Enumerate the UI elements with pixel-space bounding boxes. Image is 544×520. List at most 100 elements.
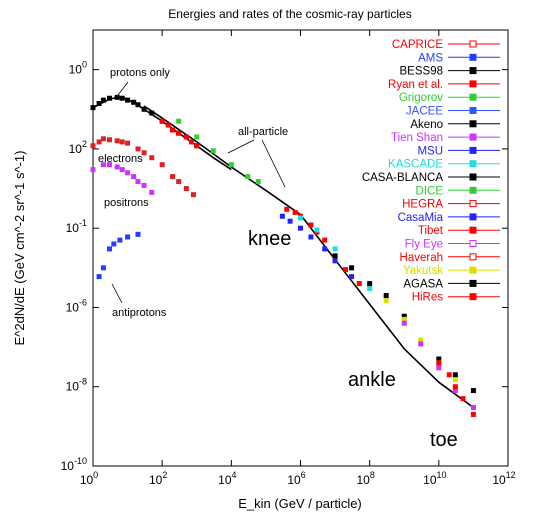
data-point-3-6	[131, 174, 137, 180]
data-point-2-6	[125, 140, 131, 146]
data-point-3-9	[149, 189, 155, 195]
y-tick-label-0: 10-10	[61, 456, 87, 473]
data-point-6-0	[159, 118, 165, 124]
series-layer	[90, 94, 476, 417]
legend-marker-17	[469, 266, 477, 274]
data-point-3-1	[100, 162, 106, 168]
legend-marker-0	[469, 40, 477, 48]
data-point-4-5	[125, 234, 131, 240]
data-point-10-2	[332, 246, 338, 252]
data-point-5-3	[107, 95, 113, 101]
annotation-electrons: electrons	[98, 153, 143, 165]
legend-marker-9	[469, 160, 477, 168]
data-point-2-13	[183, 186, 189, 192]
legend-label-13: CasaMia	[398, 212, 444, 224]
legend-label-3: Ryan et al.	[388, 79, 443, 91]
data-point-7-3	[228, 162, 234, 168]
x-axis: 100 102 104 106 108 1010 1012	[80, 30, 516, 487]
legend-marker-12	[469, 200, 477, 208]
y-tick-label-3: 10-1	[66, 218, 87, 235]
legend-label-10: CASA-BLANCA	[362, 172, 443, 184]
annotation-protons-only: protons only	[110, 67, 170, 79]
legend-label-12: HEGRA	[402, 199, 443, 211]
data-point-7-5	[255, 179, 261, 185]
series-11	[332, 253, 476, 394]
series-13	[401, 320, 476, 410]
data-point-5-9	[141, 106, 147, 112]
data-point-9-0	[279, 213, 285, 219]
series-6	[159, 118, 200, 149]
x-tick-label-0: 100	[80, 470, 98, 487]
data-point-14-0	[436, 360, 442, 366]
y-tick-label-5: 100	[69, 60, 87, 77]
data-point-9-1	[287, 218, 293, 224]
data-point-8-1	[292, 209, 298, 215]
legend-label-6: Akeno	[410, 119, 443, 131]
data-point-4-2	[107, 246, 113, 252]
legend-marker-6	[469, 120, 477, 128]
data-point-13-3	[452, 388, 458, 394]
data-point-6-1	[165, 122, 171, 128]
x-axis-label: E_kin (GeV / particle)	[238, 496, 362, 511]
legend-marker-11	[469, 186, 477, 194]
data-point-8-7	[342, 267, 348, 273]
data-point-5-4	[114, 94, 120, 100]
data-point-11-2	[367, 281, 373, 287]
x-tick-label-4: 108	[356, 470, 374, 487]
data-point-13-2	[436, 365, 442, 371]
data-point-12-4	[452, 377, 458, 383]
legend-marker-19	[469, 293, 477, 301]
x-tick-label-3: 106	[287, 470, 305, 487]
data-point-5-1	[96, 100, 102, 106]
legend-marker-13	[469, 213, 477, 221]
data-point-2-1	[96, 139, 102, 145]
data-point-4-3	[111, 241, 117, 247]
data-point-7-2	[210, 148, 216, 154]
data-point-12-2	[418, 337, 424, 343]
legend-marker-1	[469, 53, 477, 61]
data-point-11-3	[383, 293, 389, 299]
annotation-protons-only-arrow	[117, 81, 129, 96]
data-point-13-0	[401, 320, 407, 326]
data-point-2-11	[170, 174, 176, 180]
data-point-3-8	[141, 182, 147, 188]
series-3	[90, 162, 155, 195]
data-point-6-2	[170, 127, 176, 133]
x-tick-label-6: 1012	[492, 470, 515, 487]
data-point-4-4	[117, 237, 123, 243]
legend-marker-14	[469, 226, 477, 234]
data-point-10-0	[298, 215, 303, 221]
data-point-13-1	[418, 341, 424, 347]
data-point-9-6	[349, 274, 355, 280]
data-point-5-7	[131, 99, 137, 105]
data-point-6-3	[176, 130, 182, 136]
data-point-5-10	[149, 110, 155, 116]
data-point-9-5	[332, 258, 338, 264]
legend-label-2: BESS98	[400, 66, 443, 78]
legend-label-19: HiRes	[412, 292, 444, 304]
data-point-13-4	[470, 404, 476, 410]
data-point-12-0	[383, 297, 389, 303]
series-5	[90, 94, 200, 149]
data-point-4-0	[96, 274, 102, 280]
legend-label-7: Tien Shan	[391, 132, 443, 144]
legend-marker-5	[469, 107, 477, 114]
legend-label-5: JACEE	[406, 106, 443, 118]
data-point-11-4	[401, 313, 407, 319]
legend-label-1: AMS	[418, 52, 443, 64]
data-point-2-10	[159, 162, 165, 168]
data-point-10-4	[367, 286, 373, 292]
y-axis-label: E^2dN/dE (GeV cm^-2 sr^-1 s^-1)	[12, 151, 27, 346]
data-point-3-5	[125, 170, 131, 176]
data-point-2-12	[176, 179, 182, 185]
annotation-all-particle-arrow-1	[227, 139, 255, 154]
data-point-9-3	[308, 234, 314, 240]
series-9	[279, 213, 355, 280]
data-point-5-2	[100, 97, 106, 103]
data-point-5-5	[119, 95, 125, 101]
data-point-2-2	[100, 136, 106, 142]
series-2	[90, 136, 196, 198]
legend-label-11: DICE	[416, 185, 444, 197]
series-14	[436, 360, 476, 417]
